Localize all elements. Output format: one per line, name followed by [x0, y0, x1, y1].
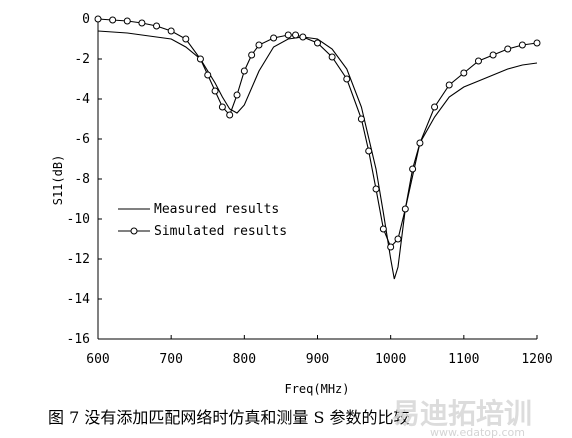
data-point: [233, 91, 241, 99]
data-point: [240, 67, 248, 75]
data-point: [255, 41, 263, 49]
data-point: [460, 69, 468, 77]
watermark-url: www.edatop.com: [430, 426, 525, 438]
y-axis-label: S11(dB): [51, 155, 65, 206]
data-point: [365, 147, 373, 155]
data-point: [226, 111, 234, 119]
x-tick-label: 800: [233, 352, 256, 367]
legend-entry: Measured results: [154, 202, 279, 217]
data-point: [328, 53, 336, 61]
data-point: [94, 15, 102, 23]
series-line-simulated-results: [97, 18, 538, 249]
y-tick-label: -16: [67, 332, 90, 347]
data-point: [299, 33, 307, 41]
data-point: [474, 57, 482, 65]
x-tick-label: 1200: [521, 352, 552, 367]
data-point: [153, 22, 161, 30]
data-point: [292, 31, 300, 39]
data-point: [387, 243, 395, 251]
watermark-text: 易迪拓培训: [392, 397, 532, 430]
legend-marker: [130, 227, 138, 235]
data-point: [372, 185, 380, 193]
x-axis: 600 700 800 900 1000 1100 1200: [86, 335, 553, 367]
y-tick-label: -4: [74, 92, 90, 107]
legend-entry: Simulated results: [154, 224, 287, 239]
x-tick-label: 600: [86, 352, 109, 367]
data-point: [314, 39, 321, 47]
data-point: [489, 51, 497, 59]
data-point: [138, 19, 146, 27]
data-point: [445, 81, 453, 89]
watermark-logo: 易迪拓培训 www.edatop.com: [392, 397, 532, 438]
data-point: [343, 75, 351, 83]
y-tick-label: -8: [74, 172, 90, 187]
y-axis: 0 -2 -4 -6 -8 -10 -12 -14 -16: [67, 12, 102, 347]
data-point: [409, 165, 417, 173]
data-point: [196, 55, 204, 63]
x-tick-label: 700: [159, 352, 182, 367]
data-point: [123, 17, 131, 25]
legend: Measured results Simulated results: [118, 202, 287, 239]
y-tick-label: -6: [74, 132, 90, 147]
y-tick-label: -14: [67, 292, 91, 307]
data-point: [109, 16, 117, 24]
data-point: [270, 34, 278, 42]
data-point: [416, 139, 424, 147]
data-point: [394, 235, 402, 243]
data-point: [357, 115, 365, 123]
x-axis-label: Freq(MHz): [284, 382, 349, 396]
data-point: [431, 103, 439, 111]
series-layer: [94, 15, 541, 280]
data-point: [248, 51, 256, 59]
data-point: [379, 225, 387, 233]
y-tick-label: -10: [67, 212, 90, 227]
x-tick-label: 1100: [448, 352, 479, 367]
x-tick-label: 900: [306, 352, 329, 367]
figure-caption: 图 7 没有添加匹配网络时仿真和测量 S 参数的比较: [48, 408, 410, 427]
data-point: [401, 205, 409, 213]
y-tick-label: -2: [74, 52, 90, 67]
series-line-measured-results: [97, 30, 538, 280]
data-point: [218, 103, 226, 111]
data-point: [504, 45, 512, 53]
x-tick-label: 1000: [375, 352, 406, 367]
data-point: [167, 27, 175, 35]
y-tick-label: 0: [82, 12, 90, 27]
data-point: [204, 71, 212, 79]
data-point: [518, 41, 526, 49]
data-point: [211, 87, 219, 95]
data-point: [284, 31, 292, 39]
data-point: [182, 35, 190, 43]
y-tick-label: -12: [67, 252, 90, 267]
data-point: [533, 39, 541, 47]
